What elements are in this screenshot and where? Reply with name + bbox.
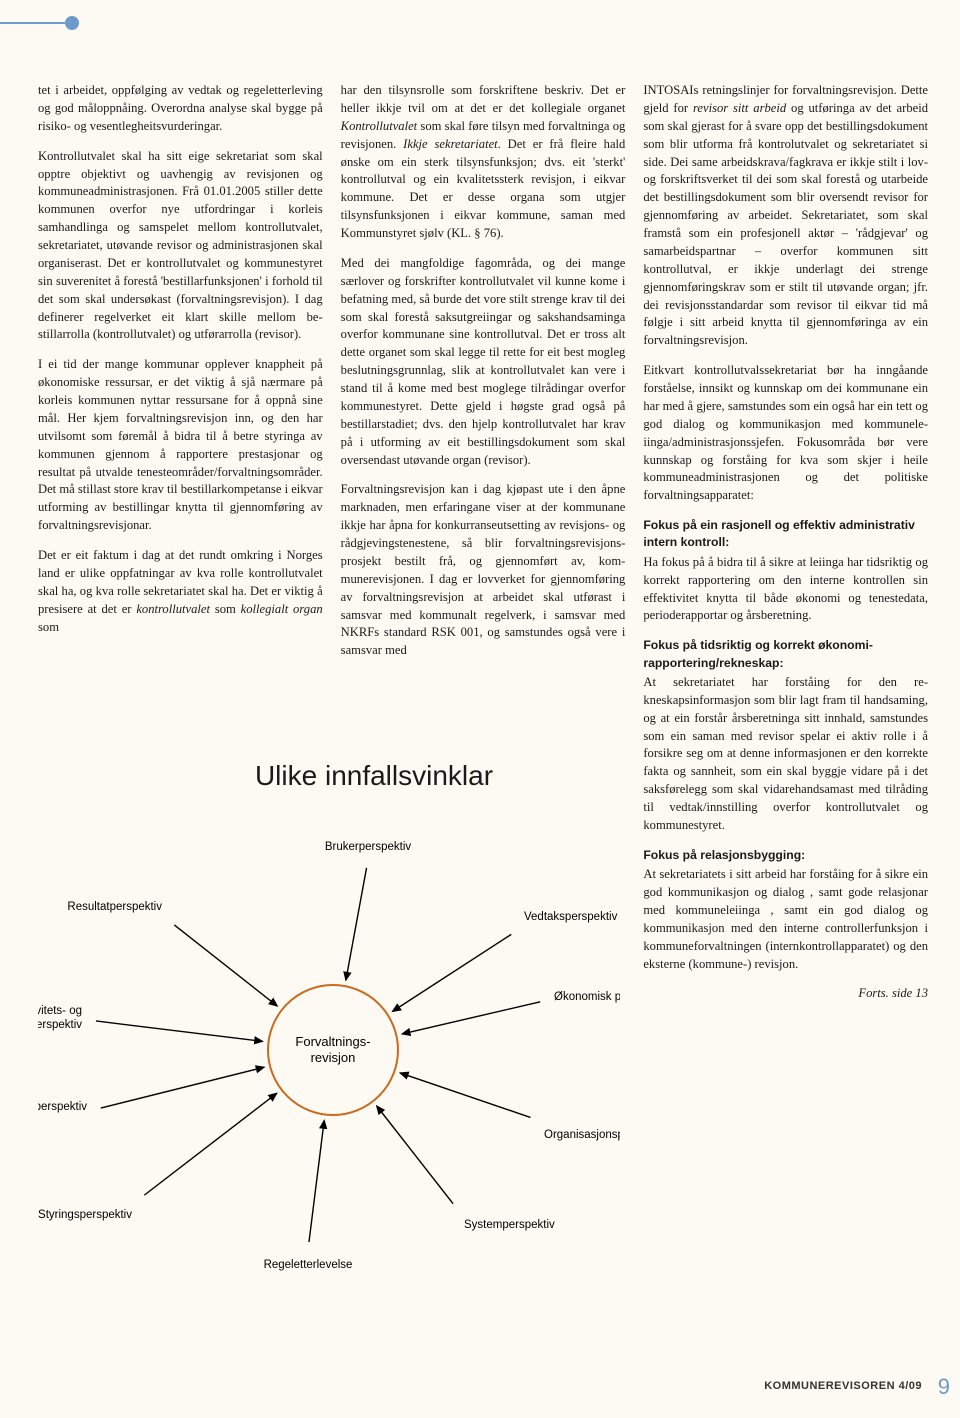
column-3: INTOSAIs retningslinjer for forvaltnings…	[643, 82, 928, 1015]
body-text: Forvaltningsrevisjon kan i dag kjøpast u…	[341, 481, 626, 660]
body-text: Det er eit faktum i dag at det rundt omk…	[38, 547, 323, 636]
footer-label: KOMMUNEREVISOREN 4/09	[764, 1380, 922, 1392]
body-text: Kontrollutvalet skal ha sitt eige sekret…	[38, 148, 323, 345]
body-text: Eitkvart kontrollutvalssekretariat bør h…	[643, 362, 928, 505]
body-text: Ha fokus på å bidra til å sikre at leiin…	[643, 554, 928, 626]
svg-text:revisjon: revisjon	[311, 1050, 356, 1065]
continuation-note: Forts. side 13	[643, 985, 928, 1003]
header-dot-icon	[65, 16, 79, 30]
subheading: Fokus på tidsriktig og korrekt økonomi­r…	[643, 637, 928, 672]
svg-text:effektivitetsperspektiv: effektivitetsperspektiv	[38, 1019, 82, 1031]
body-text: INTOSAIs retningslinjer for forvaltnings…	[643, 82, 928, 350]
svg-text:Systemperspektiv: Systemperspektiv	[464, 1219, 555, 1231]
svg-text:Regeletterlevelse: Regeletterlevelse	[264, 1259, 353, 1271]
svg-text:Organisasjonsperspektiv: Organisasjonsperspektiv	[544, 1129, 620, 1141]
body-text: At sekretariatets i sitt arbeid har fors…	[643, 866, 928, 973]
svg-text:Resultatperspektiv: Resultatperspektiv	[67, 901, 162, 913]
body-text: At sekretariatet har forståing for den r…	[643, 674, 928, 835]
subheading: Fokus på ein rasjonell og effektiv admin…	[643, 517, 928, 552]
svg-text:Vedtaksperspektiv: Vedtaksperspektiv	[524, 911, 618, 923]
svg-text:Styringsperspektiv: Styringsperspektiv	[38, 1209, 132, 1221]
svg-text:Ledelsesperspektiv: Ledelsesperspektiv	[38, 1101, 87, 1113]
diagram-svg: Forvaltnings-revisjon Brukerperspektiv Ved…	[38, 800, 620, 1280]
perspectives-diagram: Ulike innfallsvinklar Forvaltnings-revis…	[38, 760, 620, 1290]
body-text: I ei tid der mange kommunar opplever kna…	[38, 356, 323, 535]
body-text: har den tilsynsrolle som forskriftene be…	[341, 82, 626, 243]
svg-text:Forvaltnings-: Forvaltnings-	[295, 1034, 370, 1049]
svg-text:Brukerperspektiv: Brukerperspektiv	[325, 841, 412, 853]
body-text: tet i arbeidet, oppfølging av vedtak og …	[38, 82, 323, 136]
svg-text:Produktivitets- og: Produktivitets- og	[38, 1005, 82, 1017]
page-number: 9	[938, 1374, 950, 1400]
column-1: tet i arbeidet, oppfølging av vedtak og …	[38, 82, 323, 742]
subheading: Fokus på relasjonsbygging:	[643, 847, 928, 864]
svg-text:Økonomisk perspektiv: Økonomisk perspektiv	[554, 991, 620, 1003]
body-text: Med dei mangfoldige fagområda, og dei ma…	[341, 255, 626, 470]
diagram-title: Ulike innfallsvinklar	[128, 760, 620, 792]
header-rule	[0, 22, 65, 24]
column-2: har den tilsynsrolle som forskriftene be…	[341, 82, 626, 742]
